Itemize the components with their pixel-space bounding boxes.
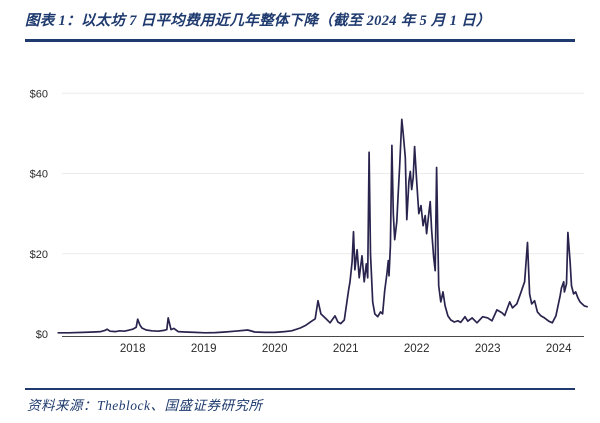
- ethereum-fee-line-chart: $0 $20 $40 $60 2018 2019 2020 2021 2022 2023 2024: [30, 88, 588, 355]
- title-divider: [25, 39, 575, 42]
- x-tick-label: 2024: [546, 343, 572, 355]
- y-tick-label: $60: [30, 88, 48, 100]
- x-tick-label: 2023: [475, 343, 501, 355]
- y-tick-label: $0: [36, 329, 48, 341]
- source-note: 资料来源：Theblock、国盛证券研究所: [27, 398, 263, 413]
- fee-series-line: [57, 118, 588, 334]
- footer-divider: [25, 388, 575, 390]
- x-tick-label: 2020: [262, 343, 288, 355]
- y-tick-label: $20: [30, 249, 48, 261]
- x-tick-label: 2022: [404, 343, 430, 355]
- figure-title: 图表 1：以太坊 7 日平均费用近几年整体下降（截至 2024 年 5 月 1 …: [25, 13, 491, 29]
- x-tick-label: 2019: [191, 343, 217, 355]
- x-tick-label: 2018: [120, 343, 146, 355]
- x-tick-label: 2021: [333, 343, 359, 355]
- y-tick-label: $40: [30, 169, 48, 181]
- chart-area: $0 $20 $40 $60 2018 2019 2020 2021 2022 2023 2024: [0, 55, 600, 385]
